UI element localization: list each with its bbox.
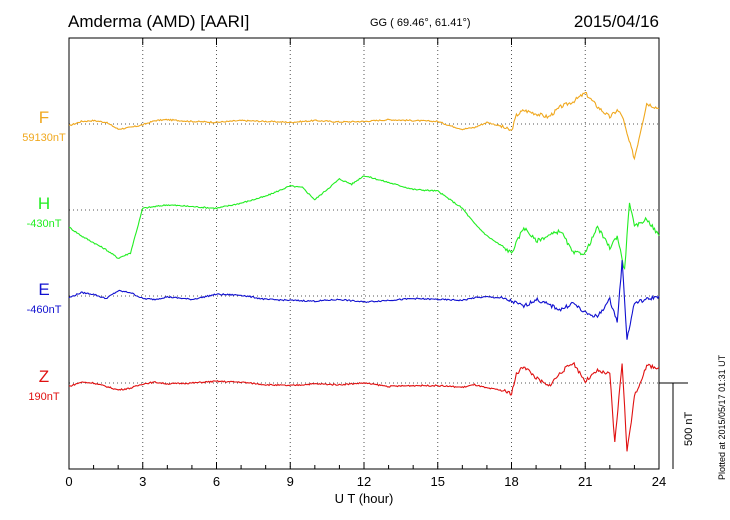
series-line-h (68, 175, 660, 271)
series-lines (68, 91, 660, 452)
station-title: Amderma (AMD) [AARI] (68, 12, 249, 31)
x-tick-label: 21 (578, 474, 592, 489)
station-coords: GG ( 69.46°, 61.41°) (370, 17, 471, 29)
scale-bar: 500 nT (659, 382, 695, 469)
plot-date: 2015/04/16 (574, 12, 659, 31)
channel-name-f: F (39, 108, 49, 127)
x-axis-label: U T (hour) (335, 491, 394, 506)
channel-name-e: E (38, 280, 49, 299)
series-line-e (68, 260, 660, 340)
x-tick-label: 9 (287, 474, 294, 489)
x-tick-label: 18 (504, 474, 518, 489)
channel-name-h: H (38, 194, 50, 213)
channel-baseline-z: 190nT (28, 391, 59, 403)
channel-labels: F 59130nT H -430nT E -460nT Z 190nT (22, 108, 66, 403)
plotted-at-note: Plotted at 2015/05/17 01:31 UT (717, 354, 727, 480)
channel-baseline-h: -430nT (27, 218, 62, 230)
x-tick-label: 12 (357, 474, 371, 489)
series-line-z (68, 361, 660, 452)
channel-baseline-f: 59130nT (22, 132, 66, 144)
x-tick-label: 0 (65, 474, 72, 489)
x-axis-ticks: 0 3 6 9 12 15 18 21 24 (65, 38, 666, 489)
channel-baseline-e: -460nT (27, 304, 62, 316)
x-tick-label: 24 (652, 474, 666, 489)
channel-name-z: Z (39, 367, 49, 386)
x-tick-label: 3 (139, 474, 146, 489)
scale-bar-label: 500 nT (683, 411, 695, 446)
x-tick-label: 15 (431, 474, 445, 489)
grid-lines (69, 38, 659, 469)
x-tick-label: 6 (213, 474, 220, 489)
series-line-f (68, 91, 660, 161)
